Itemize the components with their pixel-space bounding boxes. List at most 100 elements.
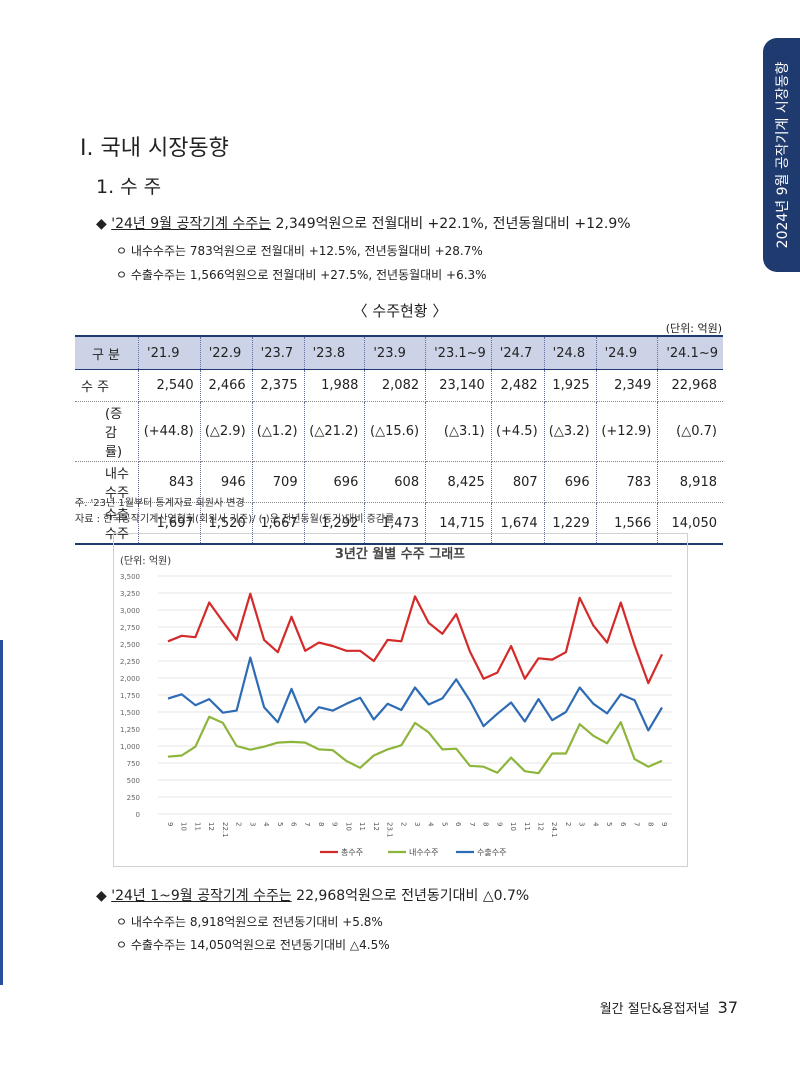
x-tick-label: 23.1 [386,822,394,838]
cell: 696 [544,461,597,503]
cell: 1,292 [304,502,366,545]
cell: (+4.5) [491,401,545,462]
table-caption: 〈 수주현황 〉 [352,302,448,320]
journal-name: 월간 절단&용접저널 [599,1002,710,1017]
cell: 2,482 [491,369,545,402]
x-tick-label: 7 [468,822,476,826]
x-tick-label: 6 [619,822,627,827]
x-tick-label: 5 [605,822,613,826]
x-tick-label: 3 [413,822,421,826]
sub-domestic-ytd: ㅇ 내수수주는 8,918억원으로 전년동기대비 +5.8% [116,915,383,929]
x-tick-label: 9 [331,822,339,826]
cell: 783 [596,461,659,503]
cell: 2,349 [596,369,659,402]
x-tick-label: 10 [180,822,188,831]
y-tick-label: 1,000 [120,743,140,751]
side-tab: 2024년 9월 공작기계 시장동향 [763,38,800,272]
bullet-rest: 2,349억원으로 전월대비 +22.1%, 전년동월대비 +12.9% [271,216,631,232]
cell: 1,473 [364,502,427,545]
page-number: 37 [717,998,738,1017]
x-tick-label: 4 [591,822,599,827]
cell: (△3.2) [544,401,597,462]
x-tick-label: 2 [235,822,243,826]
sub-domestic: ㅇ 내수수주는 783억원으로 전월대비 +12.5%, 전년동월대비 +28.… [116,244,483,258]
y-tick-label: 500 [127,777,140,785]
y-axis-label: (단위: 억원) [120,554,171,567]
bullet-rest: 22,968억원으로 전년동기대비 △0.7% [291,888,530,904]
y-tick-label: 1,500 [120,709,140,717]
header-cell: '24.8 [544,335,597,370]
series-line-내수수주 [167,715,663,775]
x-tick-label: 2 [564,822,572,826]
table-row: 수 주 2,540 2,466 2,375 1,988 2,082 23,140 2,482… [75,369,723,402]
x-tick-label: 6 [454,822,462,827]
y-tick-label: 3,000 [120,607,140,615]
header-cell: '24.9 [596,335,659,370]
x-tick-label: 5 [276,822,284,826]
cell: 709 [252,461,305,503]
cell: (△2.9) [200,401,253,462]
x-tick-label: 22.1 [221,822,229,838]
y-tick-label: 2,750 [120,624,140,632]
subsection-title: 1. 수 주 [96,176,162,198]
cell: 22,968 [657,369,723,402]
cell: 23,140 [425,369,492,402]
header-cell: 구 분 [75,335,139,370]
row-label: 내수수주 [75,461,139,503]
cell: 696 [304,461,366,503]
cell: (△21.2) [304,401,366,462]
diamond-icon: ◆ [96,216,107,232]
bullet-sept-orders: ◆ '24년 9월 공작기계 수주는 2,349억원으로 전월대비 +22.1%… [96,213,631,233]
cell: 807 [491,461,545,503]
x-tick-label: 8 [482,822,490,826]
row-label: 수출수주 [75,502,139,545]
legend-label: 총수주 [341,848,363,857]
cell: 8,425 [425,461,492,503]
cell: 1,988 [304,369,366,402]
series-line-수출수주 [167,656,663,732]
cell: (+12.9) [596,401,659,462]
side-tab-label: 2024년 9월 공작기계 시장동향 [774,61,791,249]
cell: 1,667 [252,502,305,545]
row-label: (증감률) [75,401,139,462]
x-tick-label: 4 [427,822,435,827]
x-tick-label: 9 [166,822,174,826]
y-tick-label: 1,250 [120,726,140,734]
x-tick-label: 7 [633,822,641,826]
x-tick-label: 5 [440,822,448,826]
table-source: 자료 : 한국공작기계산업협회(회원사 기준)/ ( )은 전년동월(동기)대비… [75,514,395,525]
sub-export-ytd: ㅇ 수출수주는 14,050억원으로 전년동기대비 △4.5% [116,938,390,952]
footer: 월간 절단&용접저널 37 [600,998,738,1017]
y-tick-label: 3,250 [120,590,140,598]
table-row: 수출수주 1,697 1,520 1,667 1,292 1,473 14,715 1,67… [75,502,723,545]
orders-table: 구 분 '21.9 '22.9 '23.7 '23.8 '23.9 '23.1~… [75,335,723,545]
cell: 2,466 [200,369,253,402]
header-cell: '24.1~9 [657,335,723,370]
header-cell: '23.8 [304,335,366,370]
x-tick-label: 12 [207,822,215,831]
section-title: Ⅰ. 국내 시장동향 [80,136,229,161]
header-cell: '23.9 [364,335,427,370]
chart-title: 3년간 월별 수주 그래프 [335,546,465,562]
cell: 1,229 [544,502,597,545]
y-tick-label: 2,500 [120,641,140,649]
y-tick-label: 2,000 [120,675,140,683]
cell: 843 [138,461,201,503]
bullet-ytd-orders: ◆ '24년 1~9월 공작기계 수주는 22,968억원으로 전년동기대비 △… [96,885,529,905]
header-cell: '22.9 [200,335,253,370]
table-header-row: 구 분 '21.9 '22.9 '23.7 '23.8 '23.9 '23.1~… [75,335,723,370]
x-tick-label: 10 [509,822,517,831]
y-tick-label: 1,750 [120,692,140,700]
header-cell: '24.7 [491,335,545,370]
y-tick-label: 2,250 [120,658,140,666]
diamond-icon: ◆ [96,888,107,904]
bullet-lead: '24년 9월 공작기계 수주는 [111,216,272,232]
table-row: 내수수주 843 946 709 696 608 8,425 807 696 783 8,918 [75,461,723,503]
cell: 14,715 [425,502,492,545]
cell: 1,674 [491,502,545,545]
header-cell: '21.9 [138,335,201,370]
cell: (△1.2) [252,401,305,462]
x-tick-label: 9 [495,822,503,826]
left-accent-bar [0,640,3,985]
x-tick-label: 9 [660,822,668,826]
